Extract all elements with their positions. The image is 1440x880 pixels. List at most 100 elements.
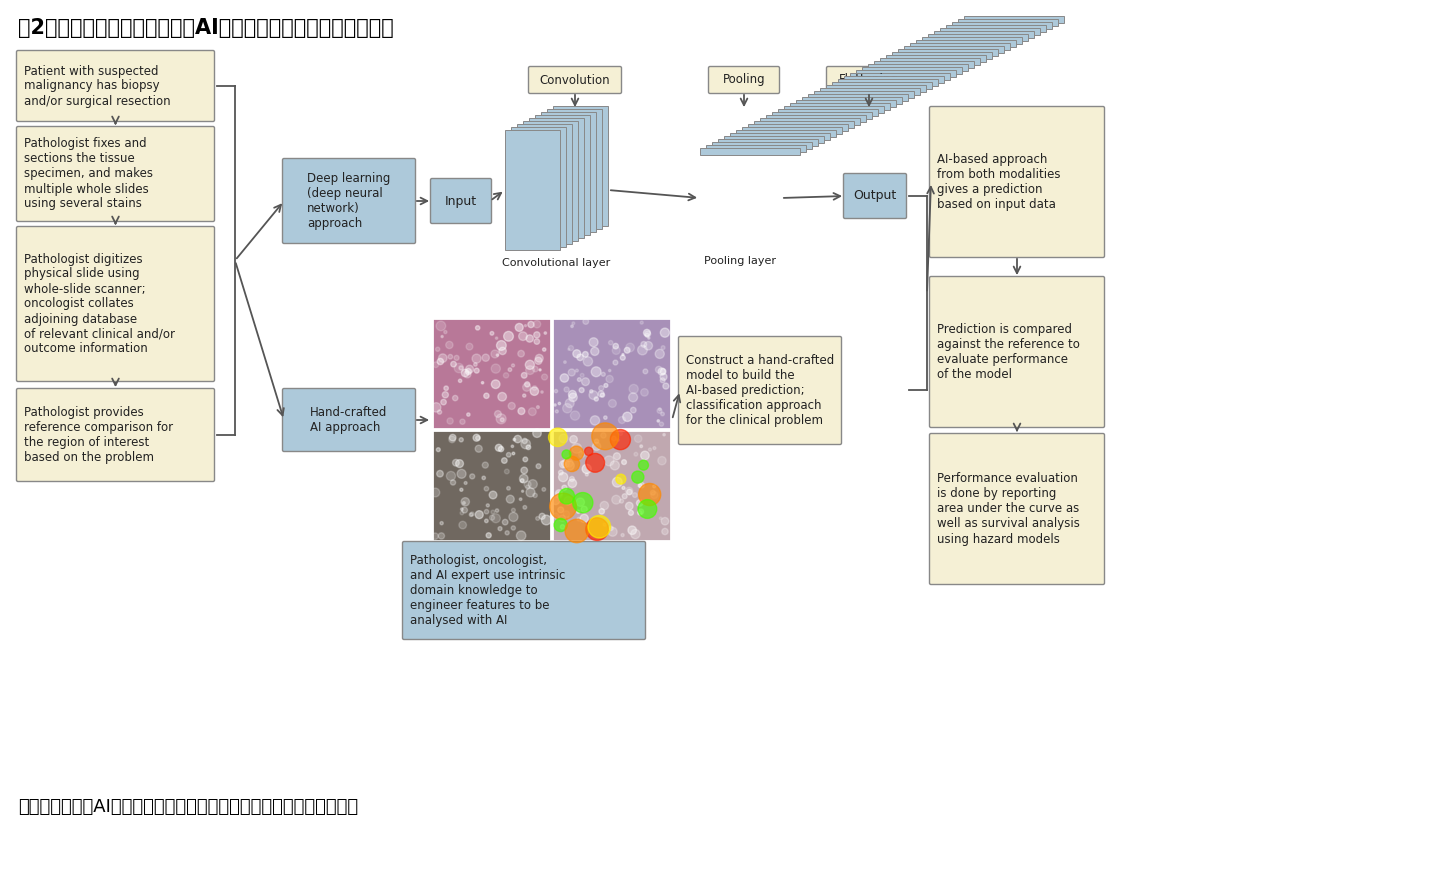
Circle shape [662, 434, 665, 436]
Circle shape [563, 510, 570, 517]
Circle shape [484, 393, 490, 399]
FancyBboxPatch shape [16, 388, 215, 481]
Circle shape [461, 508, 464, 510]
Circle shape [513, 452, 514, 455]
Circle shape [491, 380, 500, 389]
Circle shape [599, 509, 605, 514]
Circle shape [603, 523, 606, 526]
Circle shape [521, 372, 527, 378]
Circle shape [475, 436, 480, 440]
Circle shape [524, 325, 527, 326]
Circle shape [570, 325, 573, 327]
Circle shape [621, 356, 625, 360]
Circle shape [612, 495, 621, 504]
FancyBboxPatch shape [432, 318, 552, 429]
FancyBboxPatch shape [886, 55, 986, 62]
Circle shape [658, 457, 667, 465]
Circle shape [638, 509, 644, 515]
FancyBboxPatch shape [827, 85, 926, 92]
Circle shape [609, 526, 613, 531]
FancyBboxPatch shape [431, 179, 491, 224]
Circle shape [549, 428, 567, 446]
Circle shape [523, 505, 527, 510]
Circle shape [459, 488, 462, 491]
Circle shape [444, 386, 448, 391]
Circle shape [621, 533, 624, 537]
Circle shape [448, 355, 452, 359]
Circle shape [639, 482, 644, 488]
Circle shape [586, 453, 605, 473]
Circle shape [582, 465, 592, 473]
FancyBboxPatch shape [927, 34, 1028, 41]
Circle shape [625, 488, 632, 495]
Circle shape [431, 488, 439, 497]
Circle shape [469, 512, 474, 516]
Circle shape [560, 374, 569, 382]
Circle shape [644, 329, 651, 336]
Circle shape [539, 513, 546, 519]
Circle shape [454, 356, 459, 361]
Circle shape [541, 374, 547, 380]
Circle shape [638, 345, 647, 355]
Circle shape [595, 397, 599, 401]
Circle shape [564, 461, 575, 471]
Circle shape [638, 510, 642, 515]
Text: Input: Input [445, 194, 477, 208]
Circle shape [465, 365, 474, 373]
Circle shape [490, 332, 494, 335]
Circle shape [495, 337, 498, 340]
Circle shape [559, 488, 575, 504]
Circle shape [436, 448, 441, 451]
Circle shape [498, 392, 507, 401]
Circle shape [582, 506, 588, 512]
Circle shape [631, 407, 636, 413]
FancyBboxPatch shape [528, 67, 622, 93]
Text: Pooling layer: Pooling layer [704, 256, 776, 266]
Circle shape [467, 413, 469, 416]
Circle shape [569, 369, 575, 376]
Text: Pathologist provides
reference comparison for
the region of interest
based on th: Pathologist provides reference compariso… [24, 406, 173, 464]
Circle shape [629, 385, 638, 393]
Text: Pathologist fixes and
sections the tissue
specimen, and makes
multiple whole sli: Pathologist fixes and sections the tissu… [24, 137, 153, 210]
FancyBboxPatch shape [940, 28, 1040, 35]
Circle shape [458, 379, 462, 383]
Circle shape [550, 493, 576, 520]
Circle shape [598, 391, 605, 397]
Circle shape [632, 471, 644, 483]
Circle shape [638, 484, 642, 488]
Circle shape [497, 341, 507, 350]
Circle shape [475, 510, 484, 518]
Circle shape [612, 442, 615, 445]
Circle shape [462, 507, 468, 513]
Circle shape [638, 460, 648, 470]
FancyBboxPatch shape [523, 121, 577, 241]
Circle shape [528, 321, 534, 327]
FancyBboxPatch shape [760, 118, 860, 125]
Circle shape [455, 459, 464, 467]
FancyBboxPatch shape [916, 40, 1017, 47]
Circle shape [638, 500, 657, 518]
Circle shape [572, 322, 575, 325]
Circle shape [518, 407, 524, 414]
Text: Performance evaluation
is done by reporting
area under the curve as
well as surv: Performance evaluation is done by report… [937, 473, 1080, 546]
Circle shape [567, 456, 572, 461]
Circle shape [660, 517, 662, 519]
Circle shape [459, 437, 464, 442]
Circle shape [484, 510, 488, 514]
Circle shape [494, 411, 501, 417]
Circle shape [524, 480, 531, 488]
Circle shape [472, 354, 481, 363]
FancyBboxPatch shape [528, 118, 585, 238]
Circle shape [461, 497, 469, 506]
Circle shape [652, 447, 655, 450]
Text: AI-based approach
from both modalities
gives a prediction
based on input data: AI-based approach from both modalities g… [937, 153, 1060, 211]
Circle shape [508, 402, 516, 409]
FancyBboxPatch shape [553, 106, 608, 226]
Circle shape [573, 349, 580, 357]
FancyBboxPatch shape [547, 109, 602, 229]
FancyBboxPatch shape [922, 37, 1022, 44]
FancyBboxPatch shape [796, 100, 896, 107]
Circle shape [432, 403, 441, 412]
Circle shape [660, 422, 664, 426]
Circle shape [622, 412, 632, 422]
